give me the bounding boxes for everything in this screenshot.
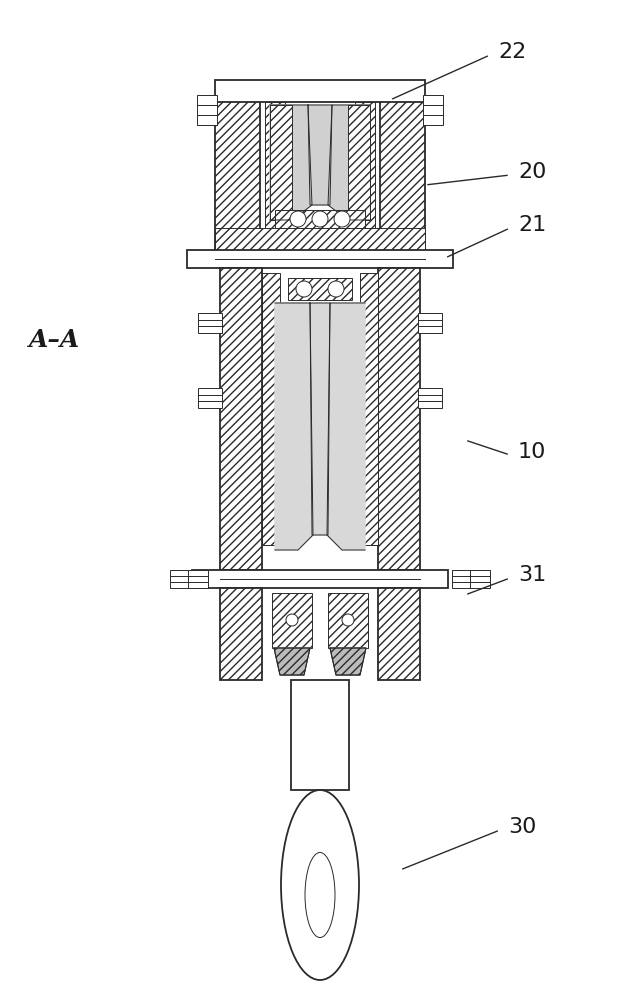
Bar — [348, 105, 370, 220]
Bar — [215, 80, 425, 102]
Polygon shape — [275, 303, 313, 550]
Text: 22: 22 — [498, 42, 526, 62]
Bar — [198, 313, 222, 333]
Bar — [423, 95, 443, 125]
Bar — [220, 268, 262, 570]
Bar — [188, 570, 208, 588]
Bar — [452, 570, 472, 588]
Bar — [192, 570, 448, 588]
Circle shape — [296, 281, 312, 297]
Circle shape — [286, 614, 298, 626]
Bar — [220, 588, 262, 680]
Polygon shape — [327, 303, 365, 550]
Text: 31: 31 — [518, 565, 546, 585]
Text: 21: 21 — [518, 215, 546, 235]
Bar — [272, 593, 312, 648]
Bar — [291, 680, 349, 790]
Bar — [380, 100, 425, 250]
Text: 20: 20 — [518, 162, 546, 182]
Bar — [378, 268, 420, 570]
Circle shape — [334, 211, 350, 227]
Circle shape — [328, 281, 344, 297]
Bar — [360, 273, 378, 545]
Bar — [215, 100, 260, 250]
Bar — [418, 388, 442, 408]
Text: 30: 30 — [508, 817, 537, 837]
Bar — [187, 250, 453, 268]
Bar — [355, 102, 375, 228]
Polygon shape — [330, 648, 366, 675]
Bar — [275, 210, 365, 228]
Circle shape — [342, 614, 354, 626]
Bar — [170, 570, 190, 588]
Polygon shape — [328, 105, 370, 220]
Polygon shape — [270, 105, 312, 220]
Bar — [270, 105, 292, 220]
Bar — [265, 102, 285, 228]
Bar — [198, 388, 222, 408]
Circle shape — [312, 211, 328, 227]
Polygon shape — [308, 105, 332, 205]
Bar — [262, 273, 280, 545]
Bar — [215, 228, 425, 250]
Circle shape — [290, 211, 306, 227]
Bar — [418, 313, 442, 333]
Ellipse shape — [281, 790, 359, 980]
Ellipse shape — [305, 852, 335, 938]
Bar — [328, 593, 368, 648]
Bar — [470, 570, 490, 588]
Text: A–A: A–A — [29, 328, 81, 352]
Text: 10: 10 — [518, 442, 546, 462]
Bar — [378, 588, 420, 680]
Polygon shape — [274, 648, 310, 675]
Polygon shape — [310, 303, 330, 535]
Bar — [197, 95, 217, 125]
Bar — [288, 278, 352, 300]
